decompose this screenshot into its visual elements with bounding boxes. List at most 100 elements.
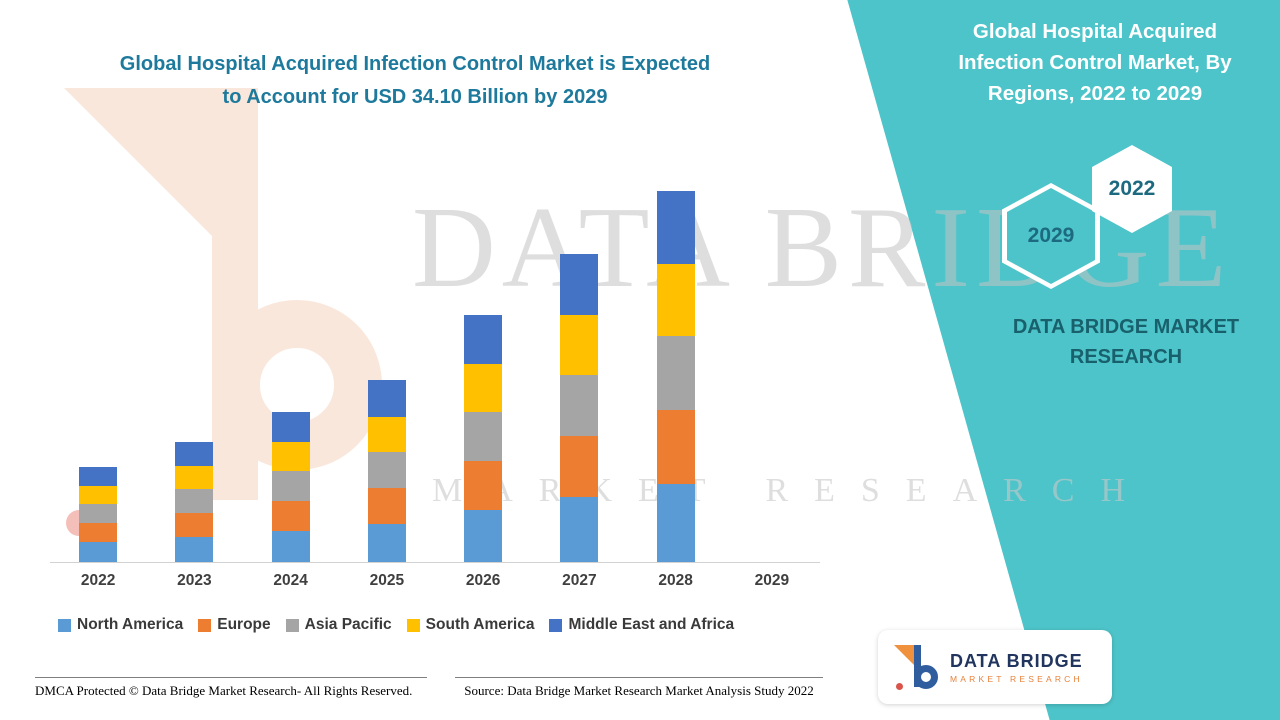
x-axis-labels: 2022 2023 2024 2025 2026 2027 2028 2029	[50, 572, 820, 590]
legend-item-middle_east_africa: Middle East and Africa	[549, 616, 734, 634]
segment-europe-2025	[367, 488, 406, 524]
segment-north_america-2025	[367, 524, 406, 562]
page-title: Global Hospital Acquired Infection Contr…	[70, 48, 760, 114]
bar-slot-2025	[339, 160, 435, 562]
segment-north_america-2024	[271, 531, 310, 562]
segment-north_america-2022	[79, 542, 118, 562]
stacked-bar-2025	[367, 380, 406, 562]
stacked-bar-2026	[464, 315, 503, 562]
legend-item-north_america: North America	[58, 616, 183, 634]
logo-dot	[896, 683, 903, 690]
x-tick-2026: 2026	[465, 572, 501, 589]
segment-europe-2026	[464, 461, 503, 510]
logo-subtitle: MARKET RESEARCH	[950, 673, 1083, 684]
watermark-market-research-text: MARKET RESEARCH	[432, 472, 1152, 509]
legend-item-europe: Europe	[198, 616, 271, 634]
segment-asia_pacific-2022	[79, 504, 118, 523]
bar-slot-2028	[628, 160, 724, 562]
legend-label: South America	[425, 616, 535, 633]
segment-asia_pacific-2028	[656, 336, 695, 410]
x-tick-2025: 2025	[369, 572, 405, 589]
source-note: Source: Data Bridge Market Research Mark…	[455, 677, 823, 699]
legend-label: Middle East and Africa	[568, 616, 735, 633]
segment-south_america-2027	[560, 315, 599, 375]
logo-bowl	[914, 665, 938, 689]
legend-item-south_america: South America	[406, 616, 535, 634]
segment-europe-2027	[560, 436, 599, 497]
segment-south_america-2022	[79, 486, 118, 504]
stacked-bar-2024	[271, 412, 310, 562]
segment-middle_east_africa-2024	[271, 412, 310, 442]
logo-name: DATA BRIDGE	[950, 650, 1083, 671]
bar-slot-2023	[146, 160, 242, 562]
legend-label: Asia Pacific	[304, 616, 392, 633]
stacked-bar-chart	[50, 160, 820, 563]
bar-slot-2024	[243, 160, 339, 562]
segment-south_america-2025	[367, 417, 406, 452]
segment-asia_pacific-2025	[367, 452, 406, 488]
segment-south_america-2028	[656, 264, 695, 336]
x-tick-2027: 2027	[562, 572, 597, 589]
logo-stem	[914, 645, 921, 687]
hexagon-2022: 2022	[1092, 145, 1172, 233]
bar-slot-2026	[435, 160, 531, 562]
legend-swatch-middle_east_africa	[549, 618, 563, 632]
legend-swatch-europe	[198, 618, 212, 632]
legend-item-asia_pacific: Asia Pacific	[285, 616, 392, 634]
data-bridge-logo-card: DATA BRIDGE MARKET RESEARCH	[878, 630, 1112, 704]
x-tick-2028: 2028	[658, 572, 693, 589]
right-panel-title: Global Hospital Acquired Infection Contr…	[958, 20, 1232, 105]
stacked-bar-2022	[79, 467, 118, 562]
page-title-line-2: to Account for USD 34.10 Billion by 2029	[222, 86, 608, 108]
bar-slot-2022	[50, 160, 146, 562]
hexagon-2029-inner: 2029	[1007, 188, 1095, 284]
segment-europe-2024	[271, 501, 310, 531]
segment-middle_east_africa-2026	[464, 315, 503, 364]
logo-text-block: DATA BRIDGE MARKET RESEARCH	[950, 651, 1083, 684]
segment-middle_east_africa-2028	[656, 191, 695, 264]
segment-middle_east_africa-2025	[367, 380, 406, 417]
segment-north_america-2023	[175, 537, 214, 562]
segment-asia_pacific-2023	[175, 489, 214, 513]
bar-slot-2027	[531, 160, 627, 562]
stacked-bar-2028	[656, 191, 695, 562]
segment-middle_east_africa-2027	[560, 254, 599, 315]
segment-europe-2023	[175, 513, 214, 537]
segment-north_america-2026	[464, 510, 503, 562]
data-bridge-logo-icon	[894, 643, 938, 691]
x-tick-2022: 2022	[80, 572, 116, 589]
watermark-b-triangle	[64, 88, 212, 236]
dmca-notice: DMCA Protected © Data Bridge Market Rese…	[35, 677, 427, 699]
legend-label: North America	[77, 616, 184, 633]
stacked-bar-2027	[560, 254, 599, 562]
segment-asia_pacific-2027	[560, 375, 599, 436]
x-tick-2024: 2024	[273, 572, 308, 589]
data-bridge-market-research-text: DATA BRIDGE MARKET RESEARCH	[1012, 316, 1240, 368]
legend-swatch-asia_pacific	[285, 618, 299, 632]
segment-north_america-2027	[560, 497, 599, 562]
bar-slot-2029	[724, 160, 820, 562]
segment-middle_east_africa-2023	[175, 442, 214, 466]
legend-swatch-south_america	[406, 618, 420, 632]
segment-europe-2022	[79, 523, 118, 542]
data-bridge-b-watermark	[64, 82, 394, 562]
hexagon-2029-label: 2029	[1027, 224, 1075, 247]
segment-south_america-2026	[464, 364, 503, 412]
segment-south_america-2023	[175, 466, 214, 489]
segment-europe-2028	[656, 410, 695, 484]
x-tick-2023: 2023	[177, 572, 212, 589]
segment-asia_pacific-2024	[271, 471, 310, 501]
segment-middle_east_africa-2022	[79, 467, 118, 486]
page-title-line-1: Global Hospital Acquired Infection Contr…	[119, 53, 711, 75]
segment-asia_pacific-2026	[464, 412, 503, 461]
legend-label: Europe	[217, 616, 271, 633]
x-tick-2029: 2029	[754, 572, 790, 589]
legend-swatch-north_america	[58, 618, 71, 632]
segment-south_america-2024	[271, 442, 310, 471]
segment-north_america-2028	[656, 484, 695, 562]
logo-triangle	[894, 645, 914, 665]
legend: North America Europe Asia Pacific South Ame…	[58, 616, 734, 634]
stacked-bar-2023	[175, 442, 214, 562]
hexagon-2022-label: 2022	[1108, 177, 1156, 200]
